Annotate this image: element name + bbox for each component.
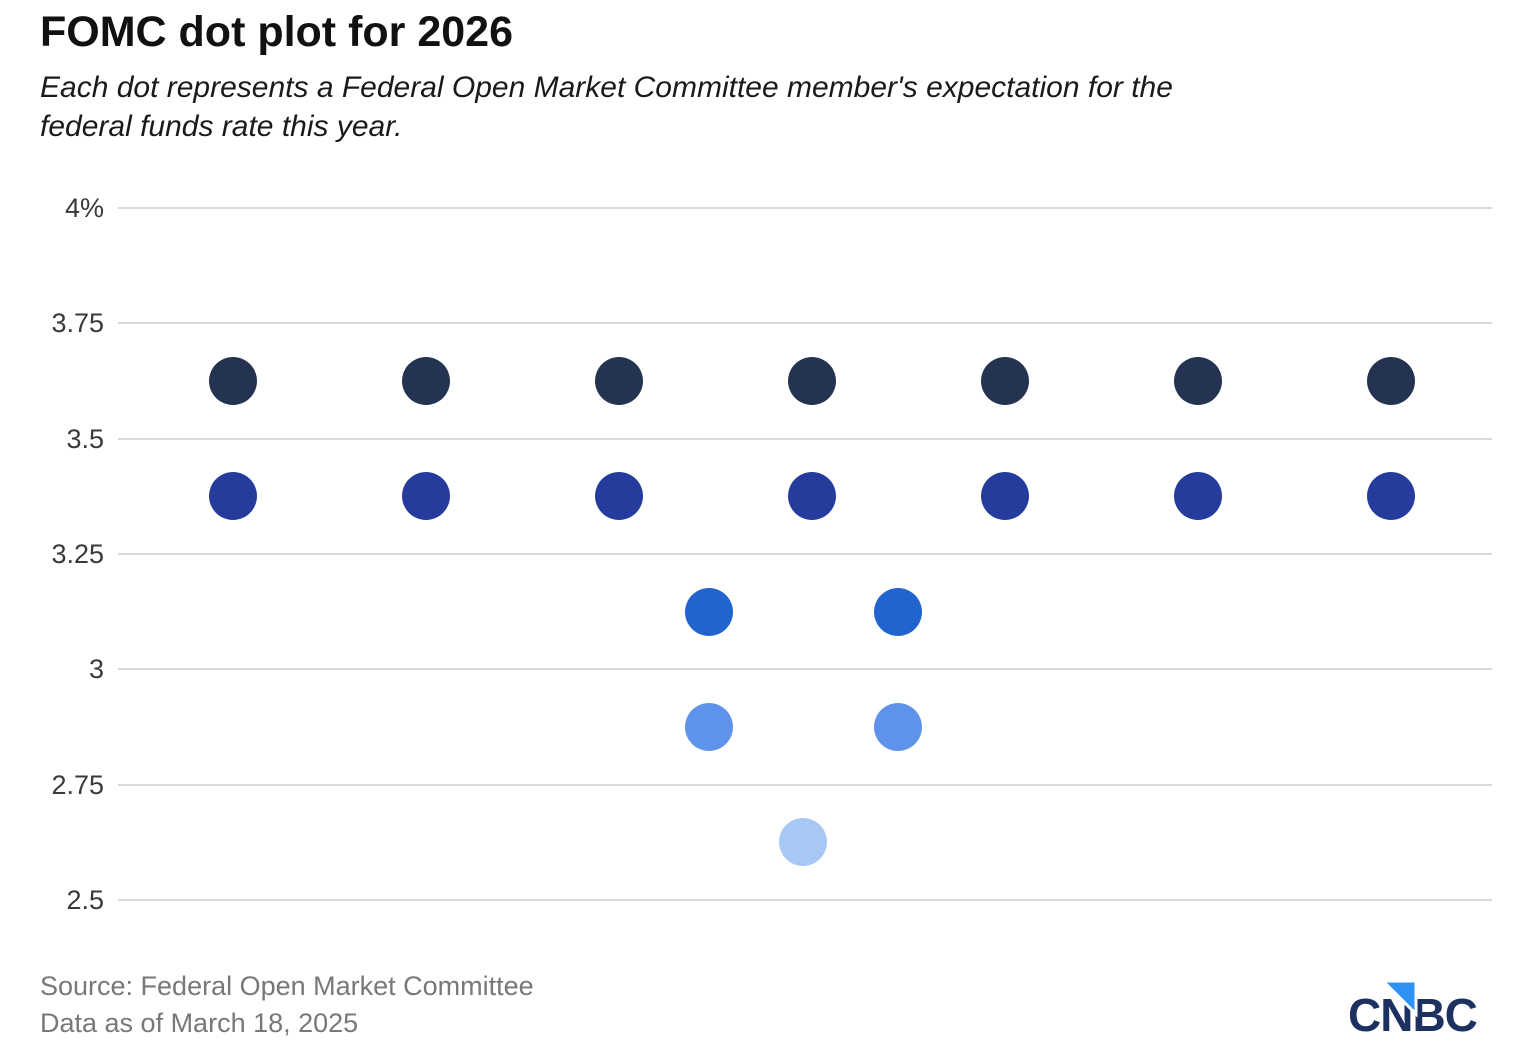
fomc-member-dot [779,818,827,867]
chart-subtitle-line2: federal funds rate this year. [40,110,403,143]
source-note: Source: Federal Open Market Committee Da… [40,968,534,1042]
data-as-of-line: Data as of March 18, 2025 [40,1008,359,1038]
fomc-member-dot [1174,357,1222,405]
y-tick-label: 3.75 [51,308,104,339]
fomc-member-dot [209,472,257,521]
chart-subtitle-line1: Each dot represents a Federal Open Marke… [40,71,1173,104]
fomc-member-dot [402,357,450,405]
page-title: FOMC dot plot for 2026 [40,8,513,56]
fomc-member-dot [981,357,1029,405]
fomc-member-dot [874,587,922,636]
fomc-member-dot [685,587,733,636]
fomc-member-dot [874,703,922,751]
fomc-member-dot [1174,472,1222,521]
fomc-member-dot [685,703,733,751]
gridline [118,322,1492,325]
gridline [118,437,1492,440]
fomc-member-dot [1367,357,1415,405]
source-line: Source: Federal Open Market Committee [40,971,534,1001]
fomc-member-dot [209,357,257,405]
cnbc-logo: CNBC [1348,978,1494,1041]
fomc-member-dot [981,472,1029,521]
y-tick-label: 3.5 [66,423,104,454]
y-tick-label: 2.75 [51,769,104,800]
fomc-member-dot [595,357,643,405]
gridline [118,668,1492,671]
y-tick-label: 4% [64,193,104,223]
cnbc-logo-svg: CNBC [1348,979,1478,1041]
fomc-member-dot [1367,472,1415,521]
gridline [118,207,1492,209]
gridline [118,783,1492,786]
fomc-member-dot [402,472,450,521]
gridline [118,899,1492,901]
chart-subtitle: Each dot represents a Federal Open Marke… [40,68,1173,146]
y-tick-label: 3.25 [51,539,104,569]
fomc-member-dot [788,357,836,405]
fomc-member-dot [788,472,836,521]
gridline [118,553,1492,555]
cnbc-logo-triangle-icon [1379,979,1418,1018]
y-tick-label: 3 [88,654,104,685]
fomc-member-dot [595,472,643,521]
y-tick-label: 2.5 [66,885,104,915]
